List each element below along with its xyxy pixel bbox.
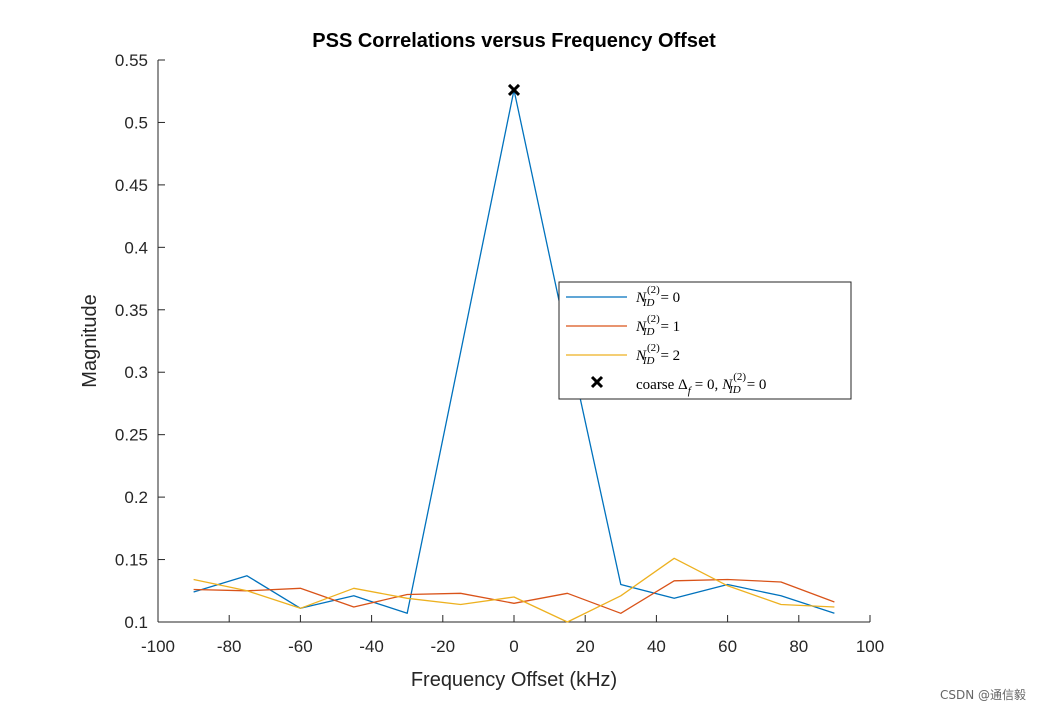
x-axis-label: Frequency Offset (kHz)	[411, 669, 617, 691]
y-tick-label: 0.55	[115, 51, 148, 70]
peak-marker-stroke-2	[507, 83, 521, 97]
x-tick-label: 80	[789, 637, 808, 656]
y-tick-label: 0.1	[124, 613, 148, 632]
y-tick-label: 0.35	[115, 301, 148, 320]
y-tick-label: 0.2	[124, 488, 148, 507]
x-tick-label: 40	[647, 637, 666, 656]
legend-label-series-2: N(2) ID = 2	[635, 342, 680, 367]
legend-marker-icon	[590, 375, 604, 389]
x-tick-label: 60	[718, 637, 737, 656]
x-tick-label: -20	[431, 637, 456, 656]
series-line-2	[193, 557, 835, 623]
y-tick-label: 0.25	[115, 426, 148, 445]
legend-label-marker: coarse Δf = 0, N(2) ID = 0	[636, 371, 766, 397]
y-tick-label: 0.45	[115, 176, 148, 195]
x-tick-label: -100	[141, 637, 175, 656]
x-tick-label: -80	[217, 637, 242, 656]
legend: N(2) ID = 0 N(2) ID = 1 N(2) ID = 2 coarse Δf =…	[558, 281, 852, 400]
y-tick-label: 0.5	[124, 113, 148, 132]
legend-label-series-0: N(2) ID = 0	[635, 284, 680, 309]
chart-title: PSS Correlations versus Frequency Offset	[312, 30, 716, 52]
x-tick-label: -60	[288, 637, 313, 656]
plot-area: -100 -80 -60 -40 -20 0 20 40 60 80 100 0.1 0.15 0.2 0.…	[115, 51, 884, 656]
y-tick-label: 0.15	[115, 551, 148, 570]
x-tick-label: 0	[509, 637, 518, 656]
x-tick-label: 20	[576, 637, 595, 656]
series-line-1	[193, 578, 835, 614]
x-tick-label: 100	[856, 637, 884, 656]
y-tick-label: 0.4	[124, 238, 148, 257]
legend-label-series-1: N(2) ID = 1	[635, 313, 680, 338]
y-axis-label: Magnitude	[79, 294, 101, 387]
watermark: CSDN @通信毅	[940, 687, 1026, 702]
legend-box	[558, 281, 852, 400]
y-tick-label: 0.3	[124, 363, 148, 382]
x-tick-label: -40	[359, 637, 384, 656]
